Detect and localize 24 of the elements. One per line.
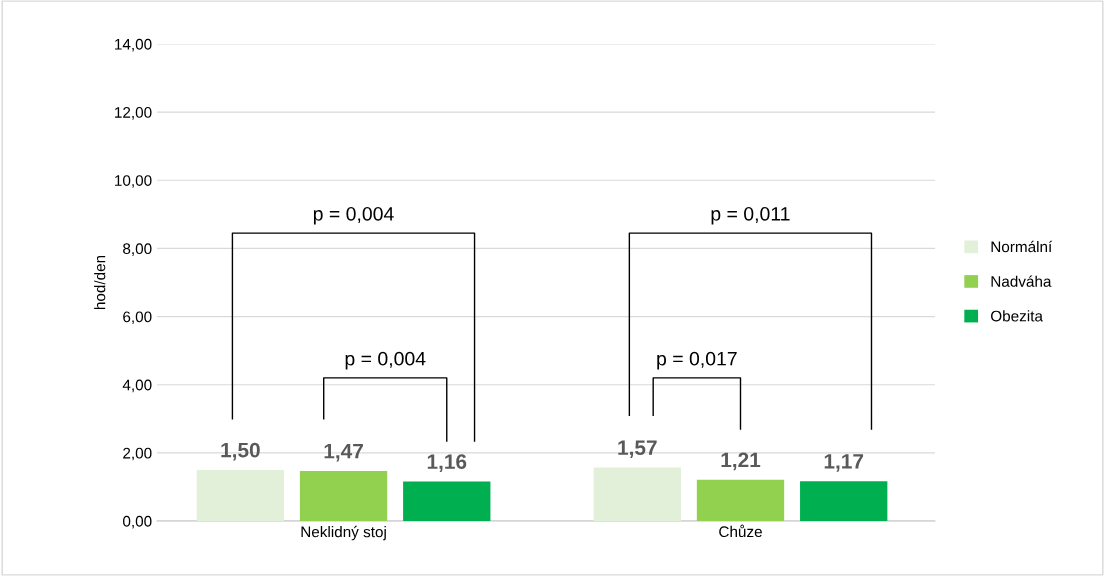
y-tick-label: 14,00 xyxy=(115,38,152,52)
annotation: p = 0,011 xyxy=(711,206,790,225)
data-label: 1,50 xyxy=(221,442,260,461)
legend-label: Normální xyxy=(991,240,1053,253)
y-tick-label: 10,00 xyxy=(115,175,152,188)
y-tick-label: 0,00 xyxy=(123,515,152,529)
data-label: 1,57 xyxy=(618,440,657,459)
annotation: p = 0,004 xyxy=(345,351,426,370)
data-label: 1,17 xyxy=(824,454,864,472)
x-tick-label: Neklidný stoj xyxy=(301,525,386,541)
annotation: p = 0,004 xyxy=(313,206,394,225)
data-label: 1,21 xyxy=(721,452,761,471)
y-axis-title: hod/den xyxy=(94,255,106,310)
data-label: 1,47 xyxy=(324,443,363,462)
legend-label: Nadváha xyxy=(991,275,1052,287)
annotation: p = 0,017 xyxy=(657,351,737,370)
y-tick-label: 12,00 xyxy=(115,107,152,120)
y-tick-label: 4,00 xyxy=(122,379,152,393)
legend-label: Obezita xyxy=(991,310,1043,322)
x-tick-label: Chůze xyxy=(719,524,762,538)
y-tick-label: 8,00 xyxy=(123,243,152,256)
y-tick-label: 2,00 xyxy=(123,447,152,461)
data-label: 1,16 xyxy=(427,454,467,473)
y-tick-label: 6,00 xyxy=(123,311,152,325)
